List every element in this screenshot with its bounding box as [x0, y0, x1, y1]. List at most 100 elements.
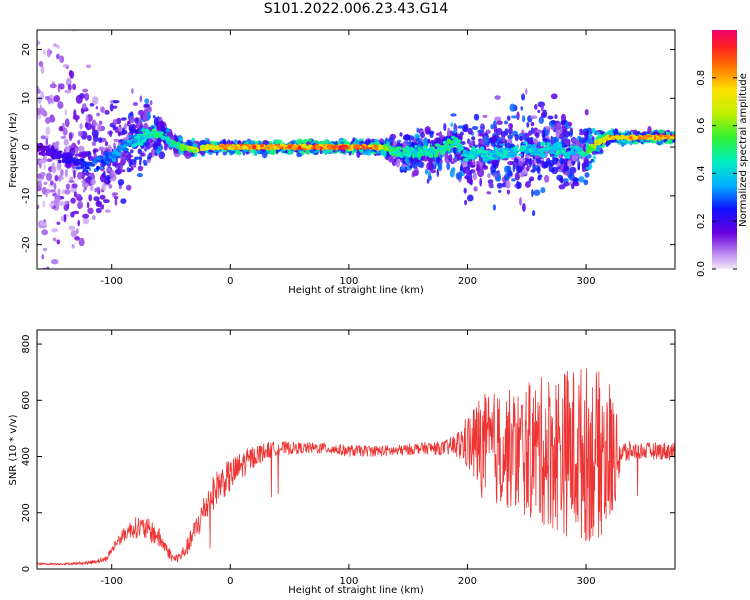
spectrogram-cell	[541, 129, 546, 139]
snr-xtick-label: 100	[339, 576, 358, 587]
spectrogram-cell	[550, 166, 559, 175]
spectrogram-ridge-cell	[85, 170, 89, 173]
spectrogram-cell	[564, 171, 570, 176]
spectrogram-cell	[481, 124, 485, 127]
spectrogram-cell	[506, 189, 511, 195]
spectrogram-cell	[143, 140, 150, 147]
spectrogram-cell	[506, 115, 511, 121]
spectrogram-cell	[40, 91, 45, 100]
spectrogram-ridge-cell	[645, 134, 651, 139]
spectrogram-cell	[506, 138, 512, 143]
spectrogram-ridge-cell	[434, 143, 440, 147]
spectrogram-ytick-label: -20	[21, 236, 32, 252]
spectrogram-ridge-cell	[558, 147, 562, 151]
spectrogram-cell	[106, 167, 112, 172]
spectrogram-cell	[554, 114, 558, 119]
spectrogram-cell	[504, 120, 508, 125]
spectrogram-cell	[540, 187, 546, 194]
spectrogram-cell	[63, 214, 67, 223]
spectrogram-cell	[82, 217, 89, 225]
spectrogram-cell	[581, 162, 587, 169]
spectrogram-cell	[58, 83, 65, 90]
spectrogram-ridge-cell	[58, 155, 63, 158]
spectrogram-ridge-cell	[659, 136, 663, 140]
spectrogram-ridge-cell	[515, 150, 519, 154]
spectrogram-ridge-cell	[76, 159, 80, 162]
spectrogram-ridge-cell	[499, 143, 505, 146]
spectrogram-cell	[534, 104, 538, 110]
spectrogram-ridge-cell	[590, 143, 593, 147]
spectrogram-ridge-cell	[631, 134, 637, 140]
spectrogram-cell	[92, 135, 99, 143]
spectrogram-cell	[522, 203, 526, 212]
spectrogram-cell	[494, 116, 502, 122]
spectrogram-ridge-cell	[585, 142, 590, 147]
spectrogram-ridge-cell	[482, 149, 487, 154]
spectrogram-cell	[483, 136, 490, 144]
spectrogram-ridge-cell	[550, 145, 556, 150]
spectrogram-cell	[543, 161, 549, 169]
spectrogram-cell	[147, 111, 151, 120]
spectrogram-ridge-cell	[51, 145, 54, 147]
spectrogram-cell	[479, 177, 483, 187]
spectrogram-cell	[508, 123, 514, 129]
spectrogram-ridge-cell	[419, 149, 423, 153]
spectrogram-ridge-cell	[463, 154, 468, 158]
spectrogram-cell	[562, 130, 571, 138]
spectrogram-cell	[120, 117, 127, 121]
spectrogram-cell	[467, 194, 474, 202]
spectrogram-cell	[100, 106, 105, 113]
spectrogram-cell	[519, 135, 524, 142]
spectrogram-cell	[463, 187, 467, 194]
spectrogram-cell	[487, 173, 491, 179]
spectrogram-ridge-cell	[430, 143, 433, 146]
spectrogram-cell	[64, 89, 72, 94]
spectrogram-ridge-cell	[464, 150, 469, 154]
spectrogram-cell	[422, 138, 428, 146]
spectrogram-cell	[388, 155, 394, 163]
spectrogram-cell	[112, 162, 118, 167]
spectrogram-cell	[65, 145, 70, 154]
spectrogram-cell	[395, 158, 401, 168]
spectrogram-ridge-cell	[406, 146, 409, 149]
spectrogram-ridge-cell	[68, 157, 74, 160]
spectrogram-cell	[588, 132, 592, 139]
spectrogram-cell	[560, 120, 566, 126]
spectrogram-cell	[462, 159, 468, 169]
spectrogram-cell	[87, 134, 92, 142]
spectrogram-cell	[93, 121, 98, 126]
spectrogram-cell	[417, 161, 424, 168]
spectrogram-ridge-cell	[429, 146, 435, 149]
spectrogram-ridge-cell	[160, 135, 165, 140]
spectrogram-ridge-cell	[92, 159, 98, 164]
spectrogram-ridge-cell	[531, 147, 534, 151]
spectrogram-ridge-cell	[570, 151, 577, 156]
spectrogram-cell	[462, 167, 467, 174]
spectrogram-ridge-cell	[440, 145, 445, 148]
spectrogram-cell	[535, 129, 543, 134]
spectrogram-cell	[68, 225, 76, 231]
spectrogram-cell	[53, 95, 60, 103]
spectrogram-cell	[400, 166, 405, 170]
spectrogram-xlabel: Height of straight line (km)	[288, 285, 424, 296]
spectrogram-ridge-cell	[499, 155, 506, 158]
spectrogram-cell	[466, 178, 473, 184]
spectrogram-cell	[84, 93, 90, 101]
spectrogram-ridge-cell	[354, 144, 360, 149]
spectrogram-cell	[199, 140, 207, 146]
spectrogram-cell	[373, 139, 380, 142]
spectrogram-cell	[101, 183, 106, 191]
spectrogram-cell	[584, 109, 589, 116]
spectrogram-ridge-cell	[649, 137, 655, 140]
spectrogram-ridge-cell	[555, 149, 561, 154]
spectrogram-cell	[450, 122, 454, 127]
spectrogram-cell	[581, 167, 586, 173]
spectrogram-ridge-cell	[579, 153, 582, 157]
spectrogram-ridge-cell	[40, 145, 46, 150]
spectrogram-cell	[426, 161, 433, 171]
spectrogram-ridge-cell	[417, 147, 421, 150]
spectrogram-cell	[160, 120, 164, 129]
spectrogram-cell	[579, 137, 587, 144]
spectrogram-ridge-cell	[447, 140, 453, 144]
spectrogram-cell	[82, 88, 89, 93]
